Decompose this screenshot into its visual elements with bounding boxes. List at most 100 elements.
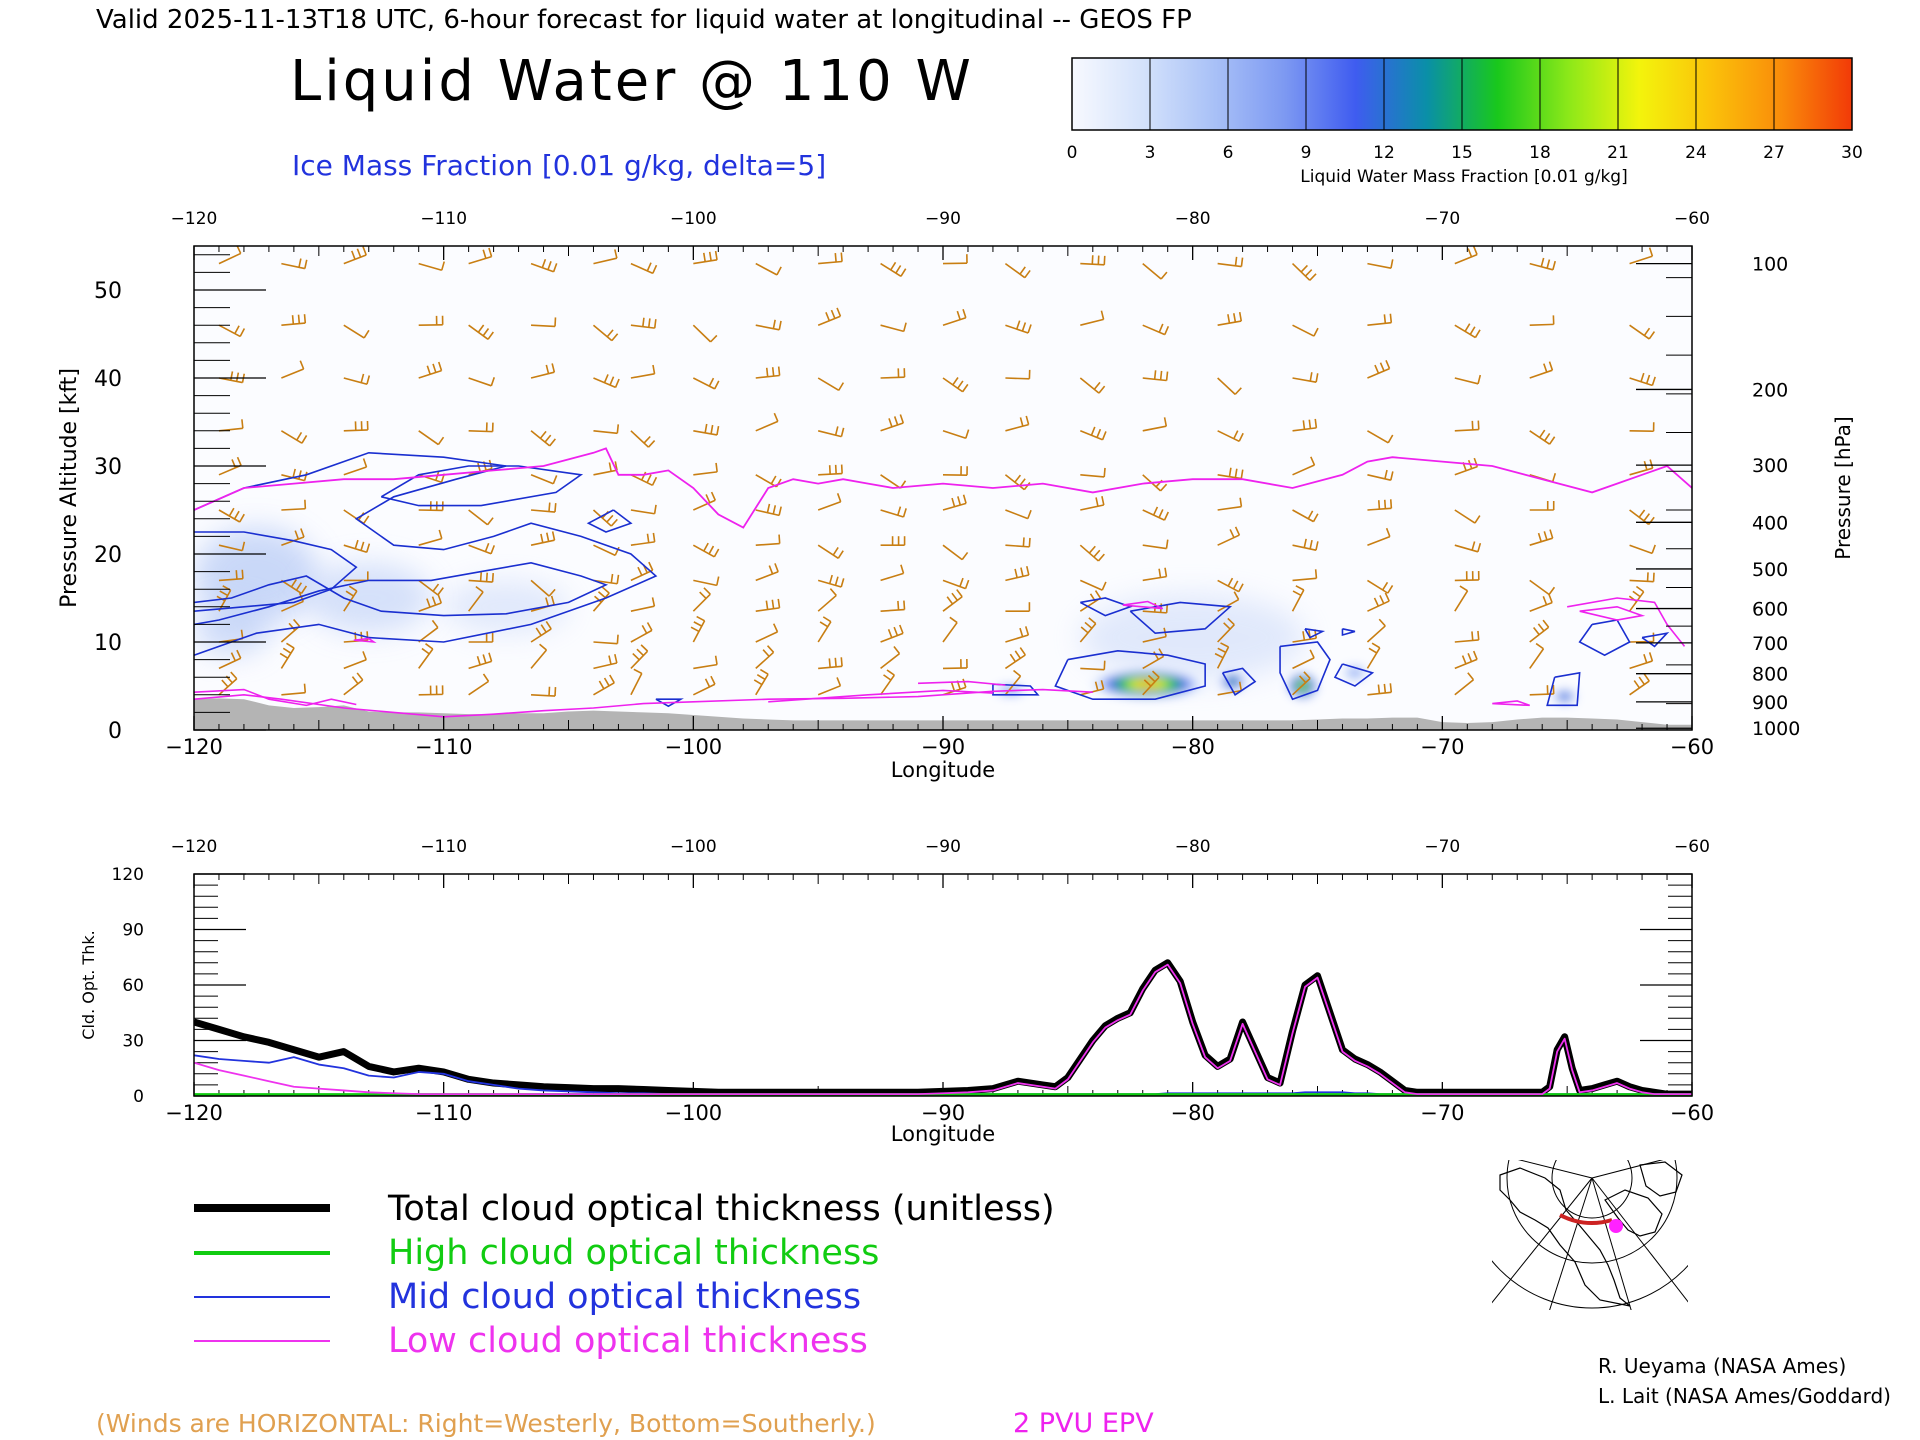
wind-barb bbox=[1529, 257, 1557, 271]
liquid-water-blob bbox=[1549, 686, 1580, 707]
wind-barb bbox=[1142, 567, 1168, 582]
wind-barb bbox=[1080, 467, 1106, 478]
wind-barb bbox=[1291, 671, 1311, 696]
wind-barb bbox=[1454, 630, 1480, 643]
colorbar-label: Liquid Water Mass Fraction [0.01 g/kg] bbox=[1300, 167, 1627, 187]
wind-barb bbox=[1217, 430, 1244, 443]
wind-barb bbox=[942, 577, 970, 590]
wind-barb bbox=[1217, 467, 1244, 480]
wind-barb bbox=[1454, 420, 1480, 432]
pressure-tick-label: 900 bbox=[1752, 692, 1788, 714]
wind-barb bbox=[1080, 660, 1106, 671]
wind-barb bbox=[755, 598, 781, 612]
top-x-tick-label: −70 bbox=[1424, 837, 1460, 857]
y-tick-label: 120 bbox=[112, 865, 144, 885]
wind-barb bbox=[753, 668, 769, 696]
wind-barb bbox=[755, 645, 775, 669]
map-coastline bbox=[1499, 1167, 1631, 1307]
wind-barb bbox=[692, 324, 718, 343]
legend: Total cloud optical thickness (unitless)… bbox=[194, 1189, 1055, 1361]
wind-barb bbox=[1142, 670, 1160, 696]
wind-barb bbox=[218, 649, 242, 670]
wind-barb bbox=[1217, 681, 1243, 696]
colorbar-tick-label: 15 bbox=[1451, 143, 1473, 163]
wind-barb bbox=[692, 542, 720, 558]
wind-barb bbox=[1142, 323, 1170, 336]
wind-barb bbox=[530, 474, 558, 485]
wind-barb bbox=[418, 579, 444, 596]
wind-barb bbox=[818, 252, 843, 265]
wind-barb bbox=[281, 314, 307, 326]
series-line-total bbox=[194, 959, 1692, 1096]
x-tick-label: −70 bbox=[1420, 1101, 1464, 1125]
wind-barb bbox=[1142, 417, 1168, 432]
wind-barb bbox=[343, 571, 369, 582]
wind-barb bbox=[1629, 632, 1655, 643]
wind-barb bbox=[1367, 313, 1393, 326]
top-x-tick-label: −110 bbox=[420, 209, 467, 229]
wind-barb bbox=[880, 564, 905, 582]
wind-barb bbox=[1529, 361, 1554, 379]
wind-barb bbox=[1142, 506, 1170, 521]
y-tick-label: 20 bbox=[94, 543, 122, 568]
pressure-tick-label: 800 bbox=[1752, 664, 1788, 686]
wind-barb bbox=[530, 643, 548, 669]
wind-barb bbox=[530, 430, 556, 447]
wind-barb bbox=[755, 623, 779, 643]
wind-barb bbox=[755, 412, 779, 432]
wind-barb bbox=[593, 374, 620, 389]
epv-contour bbox=[1122, 600, 1164, 610]
x-tick-label: −120 bbox=[165, 1101, 223, 1125]
map-marker bbox=[1609, 1219, 1623, 1233]
wind-barb bbox=[1005, 369, 1031, 380]
wind-barb bbox=[817, 307, 842, 326]
wind-barb bbox=[530, 531, 556, 546]
wind-barb bbox=[693, 462, 718, 476]
ice-contour bbox=[586, 509, 633, 533]
x-tick-label: −90 bbox=[921, 1101, 965, 1125]
wind-barb bbox=[879, 669, 896, 696]
wind-barb bbox=[530, 502, 557, 513]
wind-barb bbox=[280, 430, 308, 444]
wind-barb bbox=[531, 686, 557, 697]
top-x-tick-label: −60 bbox=[1674, 209, 1710, 229]
upper-y2-label: Pressure [hPa] bbox=[1831, 416, 1855, 559]
epv-contour bbox=[768, 689, 993, 703]
colorbar-tick-label: 27 bbox=[1763, 143, 1785, 163]
wind-barb bbox=[818, 657, 843, 670]
wind-barb bbox=[880, 600, 906, 612]
wind-barb bbox=[1292, 372, 1319, 383]
wind-barb bbox=[817, 588, 837, 612]
wind-barb bbox=[755, 262, 782, 276]
wind-barb bbox=[1454, 509, 1481, 524]
wind-barb bbox=[1629, 673, 1650, 696]
wind-barb bbox=[467, 585, 484, 612]
wind-barb bbox=[468, 247, 493, 265]
wind-barb bbox=[1292, 324, 1319, 337]
wind-barb bbox=[1629, 572, 1655, 583]
pressure-tick-label: 300 bbox=[1752, 455, 1788, 477]
wind-barb bbox=[692, 675, 716, 696]
wind-barb bbox=[880, 261, 907, 277]
wind-barb bbox=[1005, 509, 1032, 520]
wind-barb bbox=[1454, 650, 1478, 670]
wind-barb bbox=[1629, 324, 1656, 340]
epv-contour bbox=[194, 688, 357, 707]
y-tick-label: 30 bbox=[94, 455, 122, 480]
wind-barb bbox=[1291, 263, 1317, 281]
wind-barb bbox=[942, 254, 968, 265]
wind-barb bbox=[1454, 570, 1480, 582]
epv-contour bbox=[1567, 597, 1686, 647]
upper-x-label: Longitude bbox=[891, 758, 995, 782]
wind-barb bbox=[531, 317, 557, 328]
wind-barb bbox=[1142, 539, 1169, 550]
winds-note: (Winds are HORIZONTAL: Right=Westerly, B… bbox=[96, 1409, 876, 1438]
wind-barb bbox=[755, 534, 781, 546]
wind-barb bbox=[1629, 422, 1655, 433]
wind-barb bbox=[880, 624, 904, 643]
wind-barb bbox=[693, 655, 718, 670]
wind-barb bbox=[281, 258, 308, 270]
ice-subtitle: Ice Mass Fraction [0.01 g/kg, delta=5] bbox=[292, 149, 826, 182]
x-tick-label: −120 bbox=[165, 735, 223, 759]
